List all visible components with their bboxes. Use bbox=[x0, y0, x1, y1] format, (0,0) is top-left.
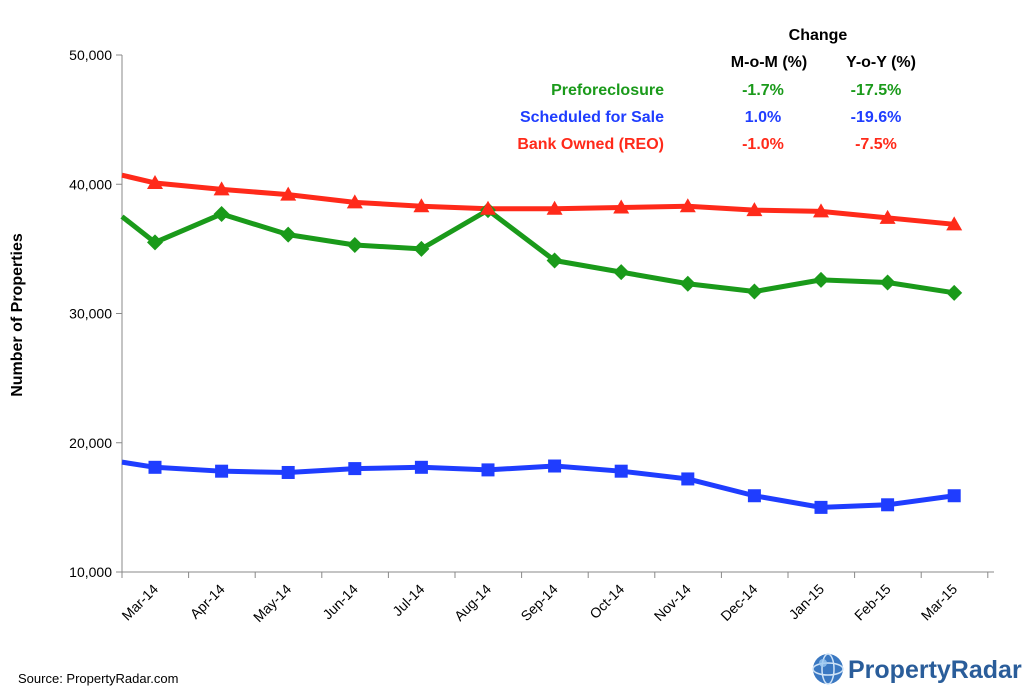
x-tick-label: Jun-14 bbox=[319, 581, 361, 623]
point-bank-owned-reo bbox=[346, 194, 363, 209]
x-tick-label: Apr-14 bbox=[187, 581, 228, 622]
y-axis-label: Number of Properties bbox=[9, 233, 26, 397]
point-preforeclosure bbox=[613, 264, 630, 281]
point-scheduled-for-sale bbox=[881, 498, 895, 512]
legend-yoy-preforeclosure: -17.5% bbox=[851, 82, 902, 99]
point-scheduled-for-sale bbox=[548, 459, 562, 473]
x-tick-label: Jul-14 bbox=[389, 581, 427, 619]
x-tick-label: Sep-14 bbox=[517, 581, 560, 624]
point-bank-owned-reo bbox=[213, 181, 230, 196]
globe-icon bbox=[812, 653, 844, 685]
y-tick-label: 20,000 bbox=[69, 435, 112, 451]
legend-col-mom: M-o-M (%) bbox=[731, 54, 807, 71]
point-scheduled-for-sale bbox=[414, 460, 428, 474]
point-bank-owned-reo bbox=[613, 199, 630, 214]
legend-label-scheduled-for-sale: Scheduled for Sale bbox=[520, 109, 664, 126]
x-tick-labels: Mar-14 Apr-14 May-14 Jun-14 Jul-14 Aug-14 Sep-… bbox=[118, 581, 960, 625]
point-bank-owned-reo bbox=[946, 216, 963, 231]
y-tick-label: 50,000 bbox=[69, 47, 112, 63]
point-preforeclosure bbox=[213, 205, 230, 222]
x-tick-label: Oct-14 bbox=[586, 581, 627, 622]
legend-label-bank-owned-reo: Bank Owned (REO) bbox=[517, 136, 664, 153]
point-preforeclosure bbox=[413, 240, 430, 257]
x-tick-label: Nov-14 bbox=[651, 581, 694, 624]
point-scheduled-for-sale bbox=[281, 465, 295, 479]
point-preforeclosure bbox=[679, 275, 696, 292]
series-line-preforeclosure bbox=[120, 207, 955, 296]
point-scheduled-for-sale bbox=[614, 464, 628, 478]
point-scheduled-for-sale bbox=[681, 472, 695, 486]
x-tick-label: Jan-15 bbox=[786, 581, 828, 623]
point-bank-owned-reo bbox=[813, 203, 829, 218]
y-tick-label: 40,000 bbox=[69, 176, 112, 192]
x-tick-label: Mar-14 bbox=[118, 581, 161, 624]
brand-logo: PropertyRadar bbox=[812, 653, 1022, 685]
point-bank-owned-reo bbox=[280, 186, 297, 201]
axes bbox=[116, 54, 994, 578]
source-note: Source: PropertyRadar.com bbox=[18, 671, 178, 686]
point-scheduled-for-sale bbox=[814, 500, 828, 514]
legend-mom-bank-owned-reo: -1.0% bbox=[742, 136, 784, 153]
x-tick-label: Dec-14 bbox=[717, 581, 760, 624]
series-lines bbox=[120, 172, 955, 510]
legend-col-yoy: Y-o-Y (%) bbox=[846, 54, 916, 71]
point-scheduled-for-sale bbox=[747, 489, 761, 503]
legend-header: Change bbox=[789, 27, 848, 44]
point-scheduled-for-sale bbox=[481, 463, 495, 477]
point-preforeclosure bbox=[346, 236, 363, 253]
point-bank-owned-reo bbox=[413, 198, 430, 213]
point-bank-owned-reo bbox=[480, 200, 496, 215]
x-tick-label: May-14 bbox=[250, 581, 294, 625]
point-bank-owned-reo bbox=[746, 202, 763, 217]
point-preforeclosure bbox=[280, 226, 297, 243]
legend-label-preforeclosure: Preforeclosure bbox=[551, 82, 664, 99]
y-tick-label: 10,000 bbox=[69, 564, 112, 580]
point-bank-owned-reo bbox=[679, 198, 696, 213]
x-tick-label: Feb-15 bbox=[851, 581, 894, 624]
series-markers bbox=[147, 174, 963, 514]
point-scheduled-for-sale bbox=[947, 489, 961, 503]
series-line-bank-owned-reo bbox=[121, 172, 955, 227]
point-preforeclosure bbox=[879, 274, 896, 291]
series-line-scheduled-for-sale bbox=[121, 459, 955, 510]
legend-yoy-bank-owned-reo: -7.5% bbox=[855, 136, 897, 153]
x-tick-label: Mar-15 bbox=[918, 581, 961, 624]
point-bank-owned-reo bbox=[879, 209, 896, 224]
point-preforeclosure bbox=[946, 284, 963, 301]
point-preforeclosure bbox=[813, 271, 829, 288]
x-tick-label: Aug-14 bbox=[451, 581, 494, 624]
legend-table: Change M-o-M (%) Y-o-Y (%) Preforeclosur… bbox=[517, 27, 916, 153]
point-scheduled-for-sale bbox=[148, 460, 162, 474]
legend-mom-preforeclosure: -1.7% bbox=[742, 82, 784, 99]
point-bank-owned-reo bbox=[147, 174, 163, 189]
point-scheduled-for-sale bbox=[348, 462, 362, 476]
legend-mom-scheduled-for-sale: 1.0% bbox=[745, 109, 781, 126]
point-scheduled-for-sale bbox=[215, 464, 229, 478]
point-preforeclosure bbox=[147, 234, 163, 251]
point-preforeclosure bbox=[546, 252, 563, 269]
brand-name: PropertyRadar bbox=[848, 656, 1022, 684]
point-preforeclosure bbox=[746, 283, 763, 300]
legend-yoy-scheduled-for-sale: -19.6% bbox=[851, 109, 902, 126]
point-bank-owned-reo bbox=[546, 200, 563, 215]
y-tick-labels: 10,000 20,000 30,000 40,000 50,000 bbox=[69, 47, 112, 580]
y-tick-label: 30,000 bbox=[69, 306, 112, 322]
